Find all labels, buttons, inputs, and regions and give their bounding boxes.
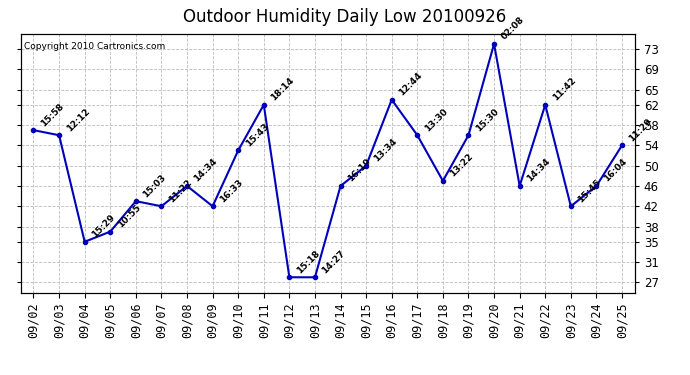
Text: 11:29: 11:29	[628, 117, 654, 143]
Text: 16:04: 16:04	[602, 157, 629, 184]
Text: 10:55: 10:55	[116, 203, 142, 229]
Text: 14:27: 14:27	[321, 248, 347, 275]
Text: 18:14: 18:14	[269, 76, 296, 103]
Text: 13:22: 13:22	[448, 152, 475, 179]
Text: 15:29: 15:29	[90, 213, 117, 240]
Text: 11:42: 11:42	[551, 76, 578, 103]
Text: 16:33: 16:33	[218, 177, 245, 204]
Text: 16:19: 16:19	[346, 157, 373, 184]
Text: 13:30: 13:30	[423, 106, 449, 133]
Text: 15:30: 15:30	[474, 106, 500, 133]
Text: Outdoor Humidity Daily Low 20100926: Outdoor Humidity Daily Low 20100926	[184, 8, 506, 26]
Text: 15:18: 15:18	[295, 249, 322, 275]
Text: 11:22: 11:22	[167, 177, 194, 204]
Text: 13:34: 13:34	[372, 137, 398, 164]
Text: 15:58: 15:58	[39, 101, 66, 128]
Text: 02:08: 02:08	[500, 15, 526, 42]
Text: Copyright 2010 Cartronics.com: Copyright 2010 Cartronics.com	[23, 42, 165, 51]
Text: 15:45: 15:45	[576, 177, 603, 204]
Text: 15:03: 15:03	[141, 172, 168, 199]
Text: 15:43: 15:43	[244, 122, 270, 148]
Text: 12:12: 12:12	[65, 106, 91, 133]
Text: 14:34: 14:34	[193, 157, 219, 184]
Text: 14:34: 14:34	[525, 157, 552, 184]
Text: 12:44: 12:44	[397, 71, 424, 98]
